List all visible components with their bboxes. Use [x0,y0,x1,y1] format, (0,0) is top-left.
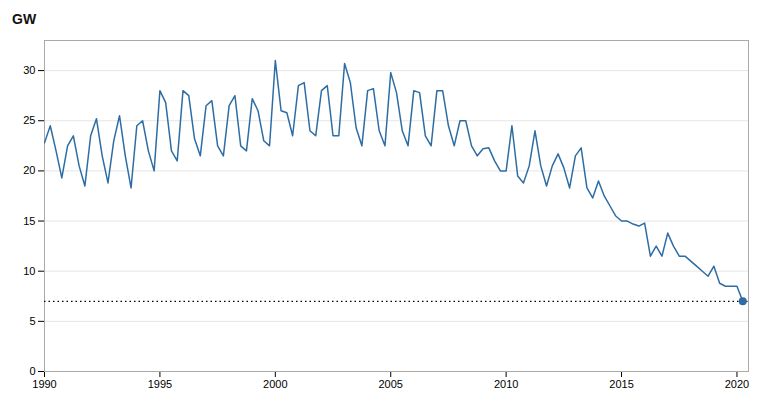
svg-text:2015: 2015 [609,378,633,390]
svg-text:2005: 2005 [378,378,402,390]
svg-text:25: 25 [23,114,35,126]
svg-text:10: 10 [23,265,35,277]
svg-text:0: 0 [29,365,35,377]
svg-text:30: 30 [23,64,35,76]
svg-text:15: 15 [23,215,35,227]
svg-text:1995: 1995 [148,378,172,390]
svg-text:2000: 2000 [263,378,287,390]
svg-text:1990: 1990 [32,378,56,390]
svg-text:2020: 2020 [725,378,749,390]
svg-text:2010: 2010 [494,378,518,390]
svg-text:20: 20 [23,164,35,176]
svg-text:5: 5 [29,315,35,327]
html-text:GW: GW [12,11,37,27]
